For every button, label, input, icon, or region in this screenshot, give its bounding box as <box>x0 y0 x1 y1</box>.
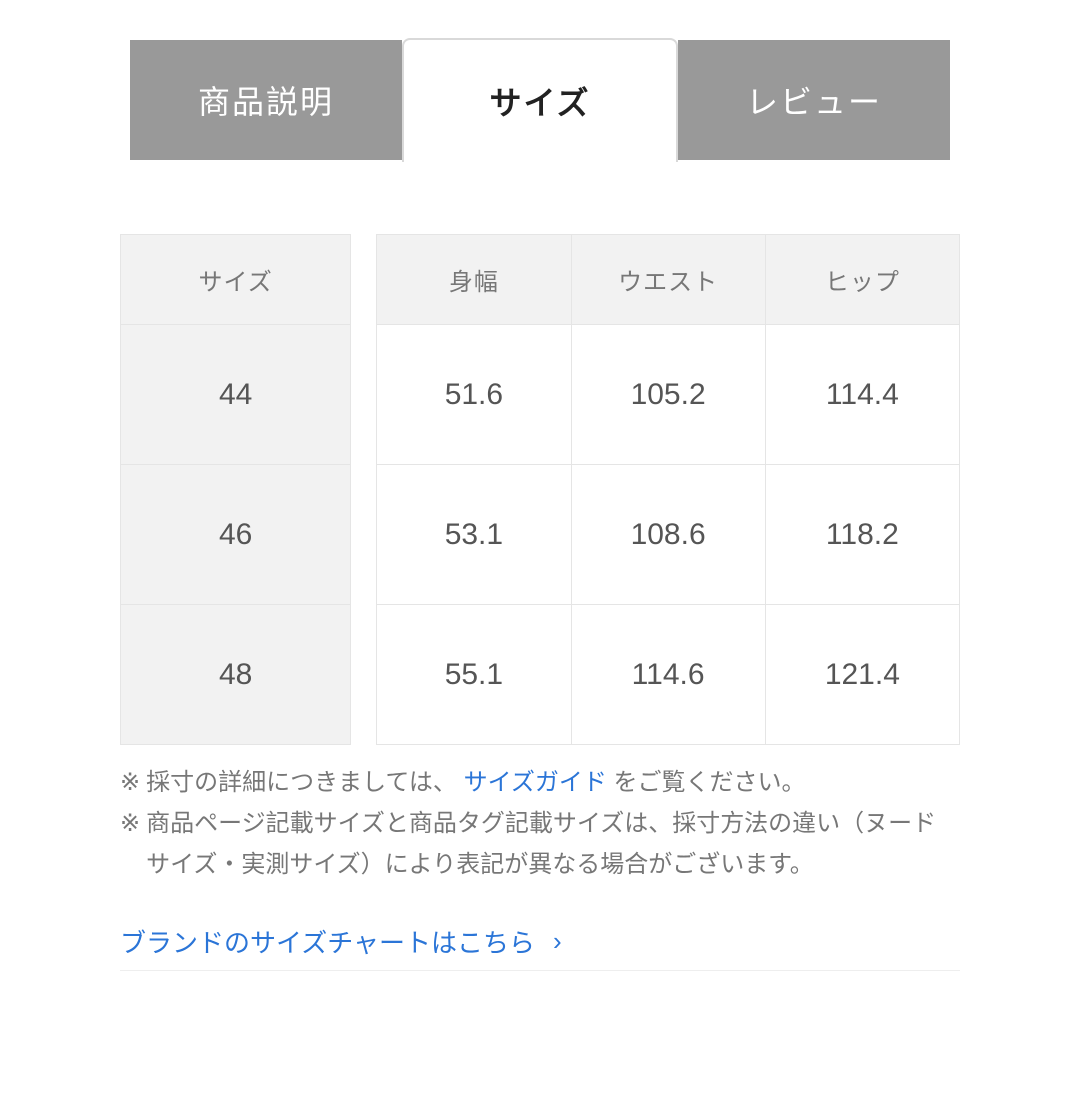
col-spacer <box>351 465 377 605</box>
cell-size: 48 <box>121 605 351 745</box>
cell-width: 51.6 <box>377 325 571 465</box>
col-spacer <box>351 325 377 465</box>
cell-size: 46 <box>121 465 351 605</box>
col-spacer <box>351 605 377 745</box>
product-tabs: 商品説明 サイズ レビュー <box>130 40 950 164</box>
cell-hip: 118.2 <box>765 465 959 605</box>
cell-waist: 114.6 <box>571 605 765 745</box>
col-header-width: 身幅 <box>377 235 571 325</box>
note-marker: ※ <box>120 804 140 886</box>
size-tab-panel: 商品説明 サイズ レビュー サイズ 身幅 ウエスト ヒップ 44 51 <box>0 40 1080 971</box>
tab-review[interactable]: レビュー <box>678 40 950 160</box>
table-header-row: サイズ 身幅 ウエスト ヒップ <box>121 235 960 325</box>
table-row: 46 53.1 108.6 118.2 <box>121 465 960 605</box>
table-row: 44 51.6 105.2 114.4 <box>121 325 960 465</box>
chevron-right-icon: › <box>553 926 562 957</box>
cell-width: 53.1 <box>377 465 571 605</box>
cell-width: 55.1 <box>377 605 571 745</box>
cell-waist: 108.6 <box>571 465 765 605</box>
brand-size-chart-label: ブランドのサイズチャートはこちら <box>120 923 535 960</box>
note1-pre: 採寸の詳細につきましては、 <box>146 769 457 796</box>
note-line-1: ※ 採寸の詳細につきましては、 サイズガイド をご覧ください。 <box>120 763 960 804</box>
note-line-2: ※ 商品ページ記載サイズと商品タグ記載サイズは、採寸方法の違い（ヌードサイズ・実… <box>120 804 960 886</box>
note1-post: をご覧ください。 <box>614 769 806 796</box>
size-guide-link[interactable]: サイズガイド <box>464 769 607 796</box>
tab-description[interactable]: 商品説明 <box>130 40 402 160</box>
col-header-size: サイズ <box>121 235 351 325</box>
col-header-hip: ヒップ <box>765 235 959 325</box>
size-table: サイズ 身幅 ウエスト ヒップ 44 51.6 105.2 114.4 46 5… <box>120 234 960 745</box>
note-text: 商品ページ記載サイズと商品タグ記載サイズは、採寸方法の違い（ヌードサイズ・実測サ… <box>146 804 960 886</box>
col-header-waist: ウエスト <box>571 235 765 325</box>
col-spacer <box>351 235 377 325</box>
cell-waist: 105.2 <box>571 325 765 465</box>
cell-size: 44 <box>121 325 351 465</box>
tab-size[interactable]: サイズ <box>402 38 678 162</box>
table-row: 48 55.1 114.6 121.4 <box>121 605 960 745</box>
size-notes: ※ 採寸の詳細につきましては、 サイズガイド をご覧ください。 ※ 商品ページ記… <box>120 763 960 885</box>
note-marker: ※ <box>120 763 140 804</box>
note-text: 採寸の詳細につきましては、 サイズガイド をご覧ください。 <box>146 763 960 804</box>
cell-hip: 114.4 <box>765 325 959 465</box>
brand-size-chart-link[interactable]: ブランドのサイズチャートはこちら › <box>120 923 960 971</box>
cell-hip: 121.4 <box>765 605 959 745</box>
